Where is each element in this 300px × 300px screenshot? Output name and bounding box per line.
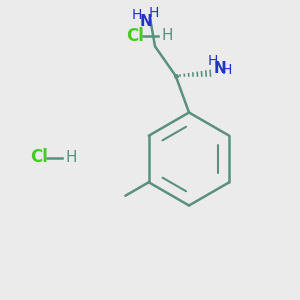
Text: H: H	[65, 150, 77, 165]
Text: H: H	[161, 28, 173, 44]
Text: H: H	[148, 6, 158, 20]
Text: Cl: Cl	[126, 27, 144, 45]
Text: N: N	[214, 61, 226, 76]
Text: Cl: Cl	[30, 148, 48, 166]
Text: H: H	[208, 55, 218, 68]
Text: H: H	[221, 63, 232, 77]
Text: N: N	[140, 14, 152, 29]
Text: H: H	[132, 8, 142, 22]
